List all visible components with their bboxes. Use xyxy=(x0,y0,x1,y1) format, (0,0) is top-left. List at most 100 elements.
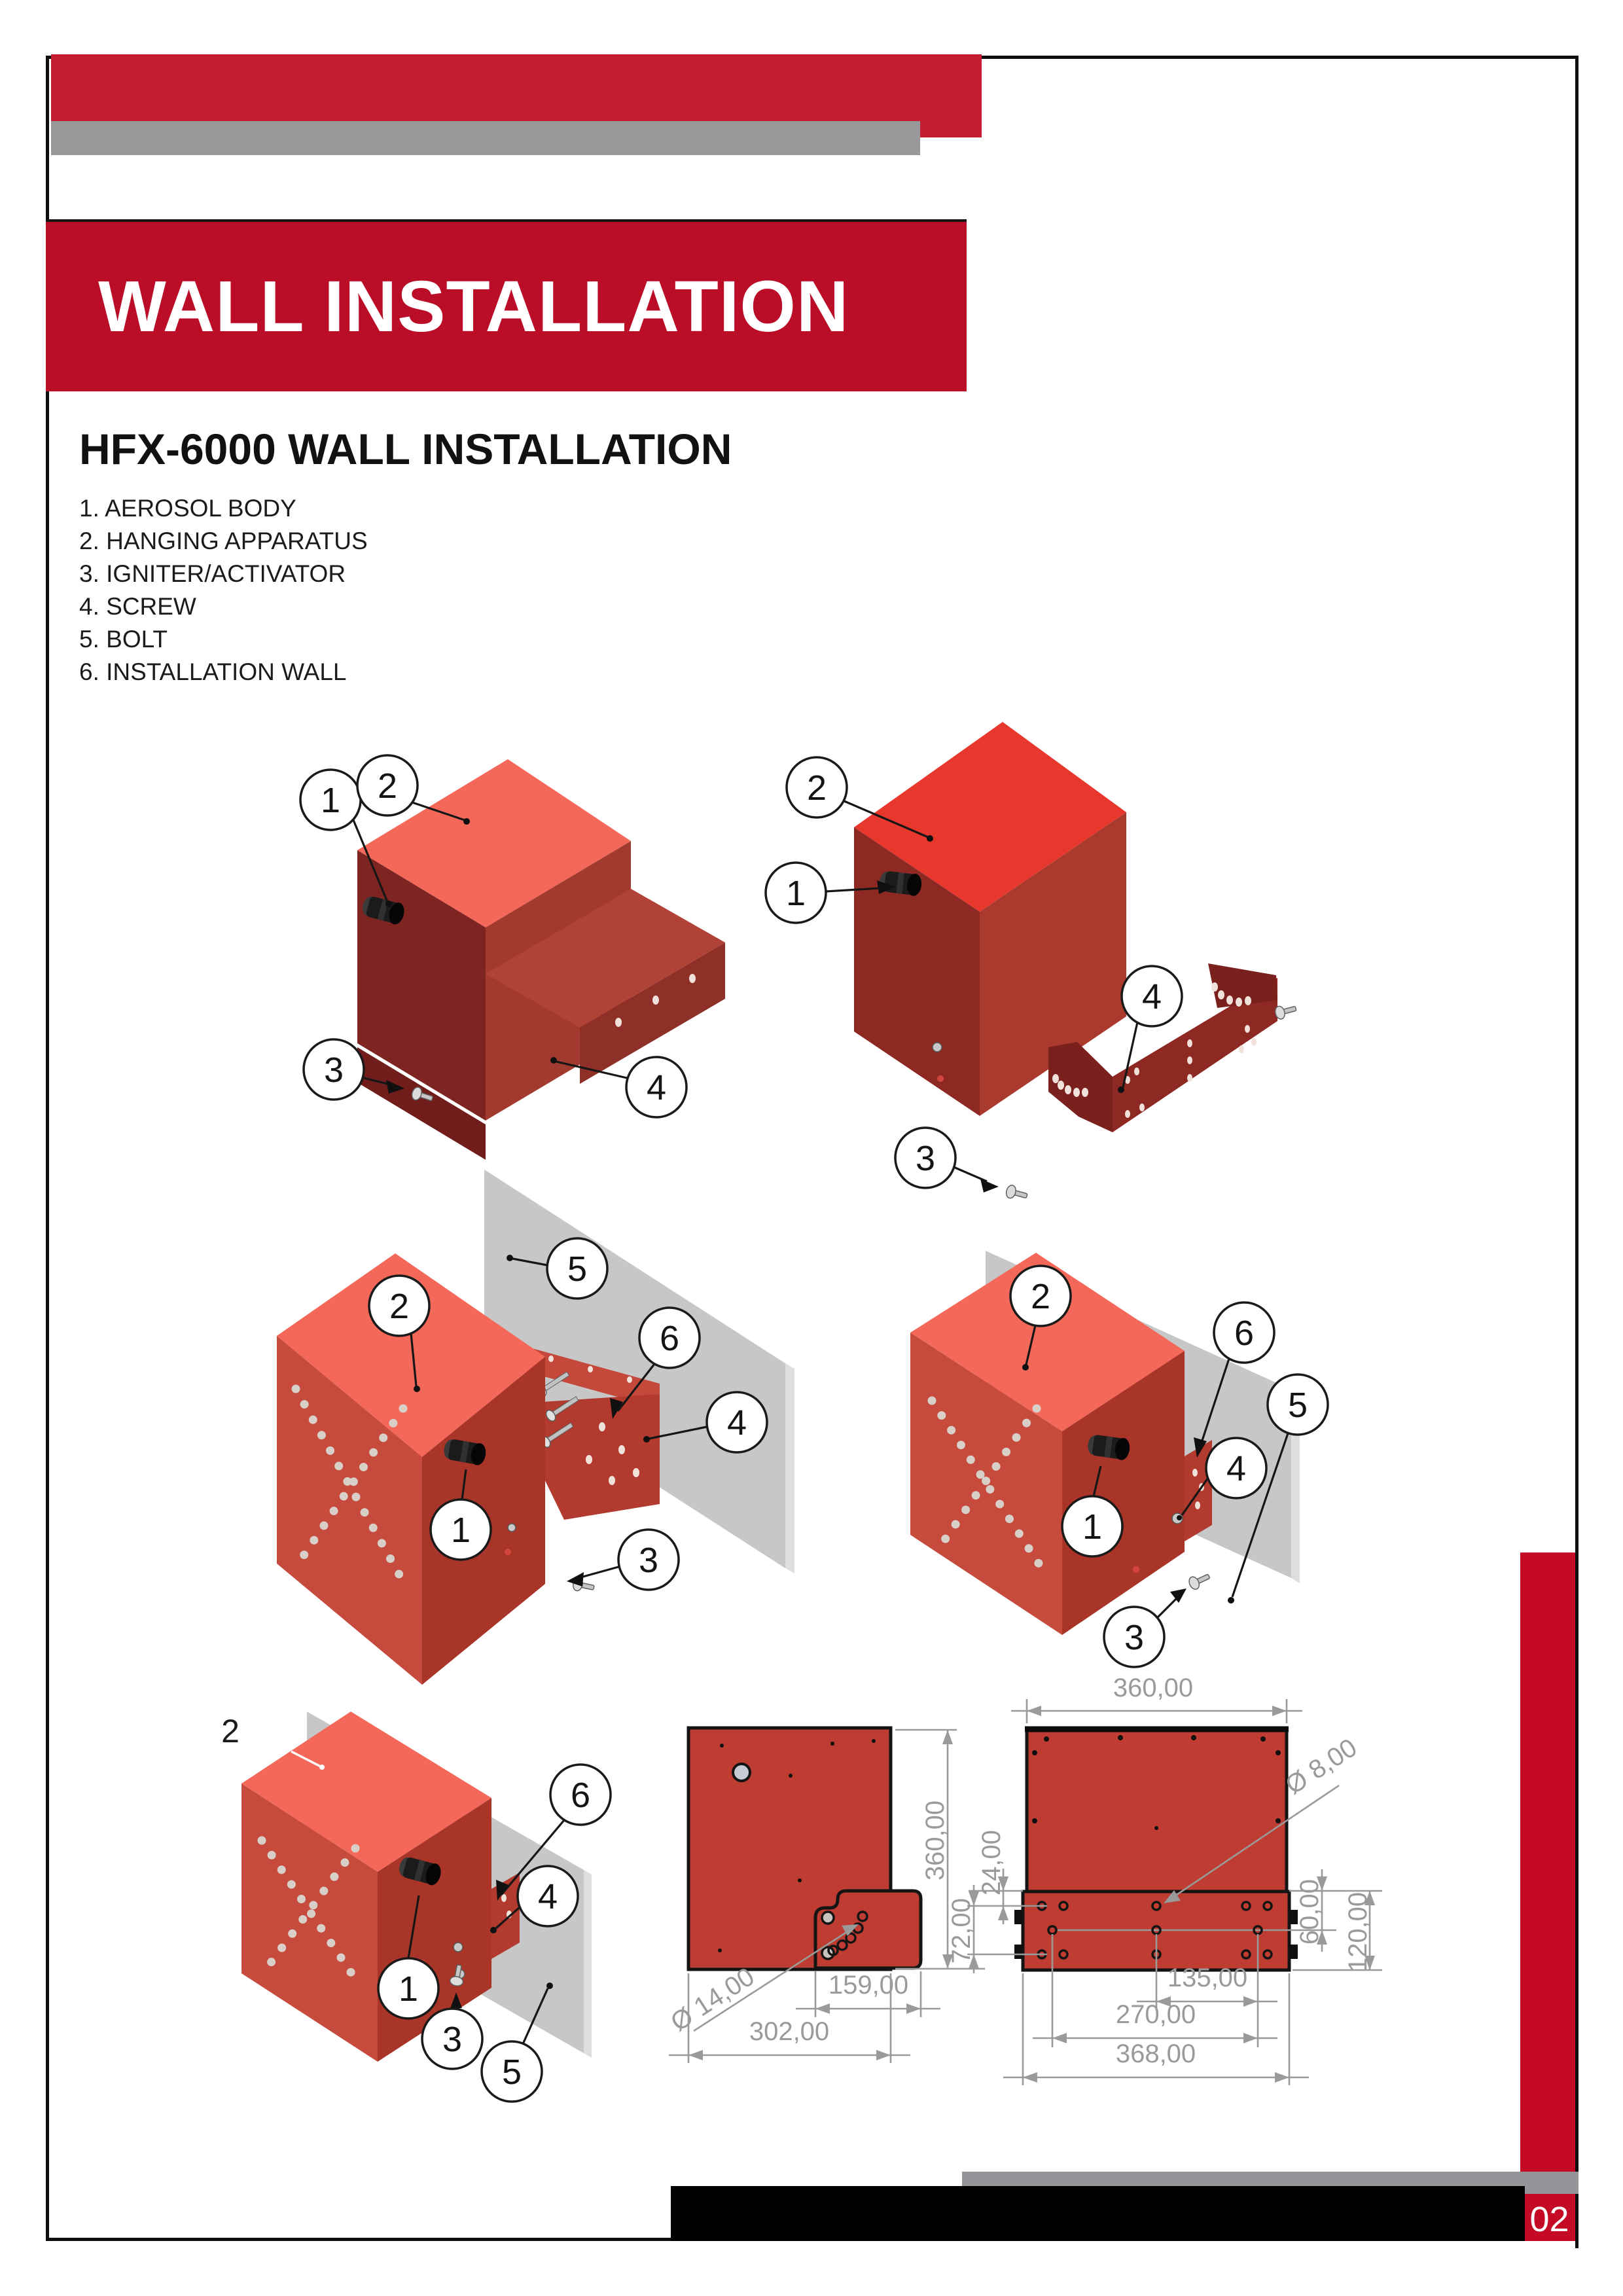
bracket-left-wall xyxy=(1048,1042,1113,1132)
header-gray-bar xyxy=(51,121,920,155)
callout-4-number: 4 xyxy=(647,1068,666,1107)
callout-1: 1 xyxy=(377,1895,440,2020)
callout-3: 3 xyxy=(421,1992,484,2070)
apparatus-front xyxy=(580,942,725,1084)
perforation-x-pattern xyxy=(257,1836,362,1986)
callout-2: 2 xyxy=(356,754,470,825)
callout-3-number: 3 xyxy=(442,2020,462,2059)
parts-list-item-5: 5. BOLT xyxy=(79,626,168,653)
callout-3-number: 3 xyxy=(916,1139,935,1178)
header-red-bar-extension xyxy=(920,54,982,137)
box-left-face xyxy=(241,1784,378,2062)
u-bracket xyxy=(1048,963,1277,1132)
drawing-right: 360,00 Ø 8,00 24,00 72,00 60,00 120,00 xyxy=(947,1674,1382,2085)
dim-height-label: 360,00 xyxy=(921,1801,950,1880)
callout-5-number: 5 xyxy=(567,1249,587,1289)
callout-3-number: 3 xyxy=(639,1541,658,1580)
drawing-middle: 360,00 159,00 302,00 Ø 14,00 xyxy=(666,1726,985,2063)
frame-right xyxy=(1575,56,1578,2248)
box-top-face xyxy=(854,722,1126,912)
callout-6-number: 6 xyxy=(571,1776,590,1815)
installation-wall-edge xyxy=(785,1363,794,1573)
installation-wall-edge xyxy=(1291,1390,1300,1583)
apparatus-hole xyxy=(652,996,659,1005)
dim-width-bottom-label: 368,00 xyxy=(1116,2039,1196,2068)
bracket-right-wall xyxy=(1208,963,1277,1008)
dim-offset-159: 159,00 xyxy=(796,1971,940,2017)
dim-width-label: 302,00 xyxy=(749,2017,829,2046)
front-screw-dot xyxy=(932,1042,942,1052)
parts-list-item-6: 6. INSTALLATION WALL xyxy=(79,658,347,685)
dim-edge-to-mid-60: 60,00 xyxy=(1289,1869,1382,1952)
perforation-x-pattern xyxy=(927,1396,1044,1569)
dim-edge-to-row-24: 24,00 xyxy=(969,1830,1023,1924)
box-left-face xyxy=(854,827,980,1116)
callout-2: 2 xyxy=(1009,1265,1072,1371)
back-plate xyxy=(1025,1726,1289,1893)
label-2: 2 xyxy=(221,1713,240,1749)
dim-outer-span-270: 270,00 xyxy=(1033,1934,1277,2047)
figure-step3: 2 5 6 4 1 3 xyxy=(277,1170,794,1685)
bracket-bolt xyxy=(821,1910,835,1925)
apparatus-hole xyxy=(689,974,696,983)
frame-left xyxy=(46,56,49,2241)
callout-1-number: 1 xyxy=(399,1969,418,2009)
callout-4: 4 xyxy=(1177,1437,1268,1520)
dim-row-span-72: 72,00 xyxy=(947,1885,1047,1973)
callout-1-number: 1 xyxy=(321,781,340,820)
banner-title: WALL INSTALLATION xyxy=(98,266,849,347)
callout-1: 1 xyxy=(1061,1465,1124,1558)
callout-6: 6 xyxy=(496,1763,612,1901)
callout-4: 4 xyxy=(550,1056,688,1119)
front-screw-dot xyxy=(507,1523,516,1532)
box-right-face xyxy=(1062,1351,1185,1635)
callout-6: 6 xyxy=(610,1306,701,1419)
perforation-x-pattern xyxy=(291,1384,409,1588)
panel-bolt xyxy=(732,1763,751,1782)
callout-5: 5 xyxy=(1228,1373,1329,1604)
callout-3: 3 xyxy=(894,1126,1029,1203)
callout-2: 2 xyxy=(785,756,933,842)
callout-4-number: 4 xyxy=(727,1403,747,1443)
apparatus-band xyxy=(357,1047,486,1160)
figure-step1: 1 2 3 4 xyxy=(299,754,725,1160)
bracket-front-plate xyxy=(1113,978,1277,1132)
callout-2-number: 2 xyxy=(389,1287,409,1326)
box-top-face xyxy=(357,759,631,927)
figure-step4: 2 6 4 5 1 3 xyxy=(910,1251,1329,1668)
callout-5-number: 5 xyxy=(1288,1386,1308,1425)
apparatus-hole xyxy=(615,1018,622,1027)
callout-5-number: 5 xyxy=(502,2053,522,2092)
side-red-bar xyxy=(1520,1552,1578,2241)
dim-height-360: 360,00 xyxy=(895,1729,985,1970)
screw xyxy=(1004,1183,1029,1203)
callout-1-number: 1 xyxy=(1082,1507,1102,1547)
figure-step5: 2 6 4 1 3 5 xyxy=(221,1712,612,2103)
callout-6: 6 xyxy=(1194,1301,1275,1458)
front-red-dot xyxy=(1133,1566,1139,1573)
dim-width-top-360: 360,00 xyxy=(1011,1674,1302,1723)
header-red-bar xyxy=(51,54,982,121)
callout-2-number: 2 xyxy=(1031,1277,1050,1316)
front-red-dot xyxy=(505,1549,511,1555)
parts-list-item-2: 2. HANGING APPARATUS xyxy=(79,528,368,554)
callout-4-number: 4 xyxy=(538,1877,558,1916)
callout-5: 5 xyxy=(480,1982,553,2103)
callout-1: 1 xyxy=(764,861,895,924)
callout-1: 1 xyxy=(429,1469,492,1561)
installation-wall-edge xyxy=(584,1870,592,2058)
callout-3: 3 xyxy=(1103,1588,1186,1668)
dim-edge-to-row-label: 24,00 xyxy=(977,1830,1006,1895)
figure-step2: 2 1 3 4 xyxy=(764,722,1298,1203)
callout-4-number: 4 xyxy=(1226,1449,1246,1488)
parts-list-item-4: 4. SCREW xyxy=(79,593,196,620)
callout-4: 4 xyxy=(490,1865,579,1933)
callout-3: 3 xyxy=(302,1038,404,1101)
label-2-dot xyxy=(319,1765,325,1770)
callout-6-number: 6 xyxy=(1234,1314,1254,1353)
dim-mid-span-135: 135,00 xyxy=(1137,1934,1277,2011)
front-red-dot xyxy=(937,1075,944,1082)
title-banner: WALL INSTALLATION xyxy=(46,219,967,391)
footer-black-bar xyxy=(671,2186,1525,2241)
